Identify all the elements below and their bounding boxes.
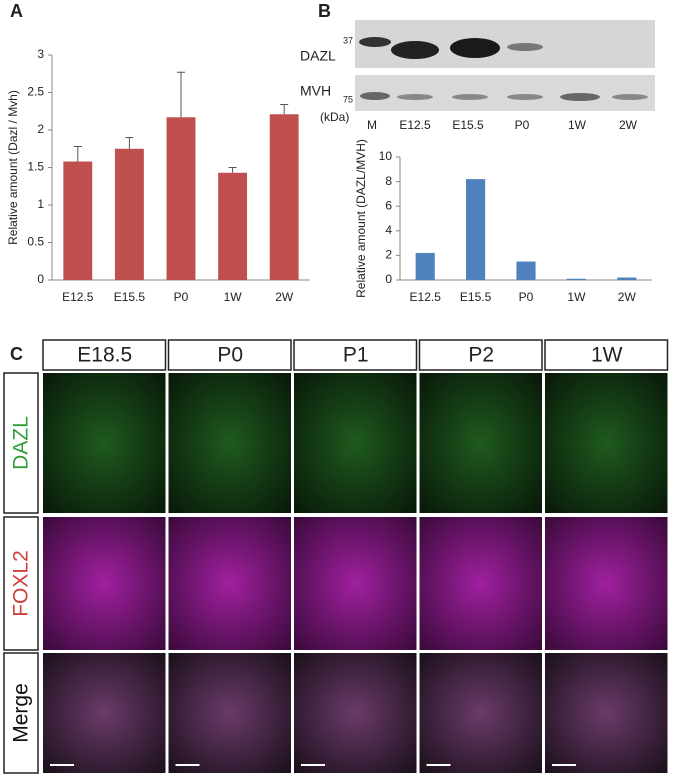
column-header-box (42, 339, 167, 371)
y-tick-label: 10 (379, 149, 393, 163)
y-tick-label: 2 (385, 248, 392, 262)
lane-label: E15.5 (452, 118, 484, 132)
marker-label: 75 (343, 94, 353, 104)
lane-label: 1W (568, 118, 587, 132)
column-header-box (544, 339, 669, 371)
band (360, 92, 390, 100)
micrograph (43, 517, 166, 650)
micrograph (545, 373, 668, 513)
lane-label: 2W (619, 118, 638, 132)
column-header: P1 (343, 344, 369, 367)
micrograph (294, 653, 417, 773)
blot-row-label: MVH (300, 83, 331, 99)
y-tick-label: 8 (385, 174, 392, 188)
bar (566, 278, 586, 280)
x-tick-label: 1W (224, 290, 243, 304)
error-bar (125, 137, 134, 149)
band (507, 43, 543, 51)
blot-mvh (355, 75, 655, 111)
micrograph (168, 373, 291, 513)
row-header: DAZL (10, 416, 33, 470)
micrograph (419, 653, 542, 773)
bar (466, 179, 486, 280)
x-tick-label: P0 (174, 290, 189, 304)
x-tick-label: 1W (567, 290, 586, 304)
bar (166, 117, 196, 280)
lane-label: P0 (515, 118, 530, 132)
micrograph (419, 517, 542, 650)
y-tick-label: 6 (385, 198, 392, 212)
y-tick-label: 1 (37, 197, 44, 211)
error-bar (177, 71, 185, 118)
y-tick-label: 2.5 (27, 85, 44, 99)
micrograph (545, 517, 668, 650)
y-tick-label: 0 (385, 272, 392, 286)
row-header: Merge (10, 683, 33, 743)
micrograph (168, 653, 291, 773)
bar (415, 252, 435, 280)
micrograph (168, 517, 291, 650)
x-tick-label: E15.5 (114, 290, 146, 304)
column-header: P0 (217, 344, 243, 367)
x-tick-label: E15.5 (460, 290, 492, 304)
y-axis-label: Relative amount (Dazl / Mvh) (6, 90, 20, 245)
column-header-box (167, 339, 292, 371)
x-tick-label: E12.5 (410, 290, 442, 304)
panel-label: B (318, 1, 331, 21)
panel-label: C (10, 344, 23, 364)
band (560, 93, 600, 101)
bar (269, 114, 299, 280)
y-tick-label: 0 (37, 272, 44, 286)
bar (114, 148, 144, 280)
band (397, 94, 433, 100)
band (452, 94, 488, 100)
column-header: P2 (468, 344, 494, 367)
x-tick-label: E12.5 (62, 290, 94, 304)
micrograph (294, 373, 417, 513)
bar (63, 161, 93, 280)
blot-row-label: DAZL (300, 48, 336, 64)
marker-label: 37 (343, 35, 353, 45)
error-bar (228, 167, 237, 173)
column-header-box (418, 339, 543, 371)
unit-label: (kDa) (320, 110, 349, 124)
micrograph (294, 517, 417, 650)
panel-label: A (10, 1, 23, 21)
band (507, 94, 543, 100)
micrograph (545, 653, 668, 773)
y-tick-label: 1.5 (27, 160, 44, 174)
row-header-box (3, 652, 39, 774)
x-tick-label: 2W (275, 290, 294, 304)
row-header: FOXL2 (10, 550, 33, 617)
x-tick-label: P0 (519, 290, 534, 304)
error-bar (73, 146, 82, 162)
bar (218, 172, 248, 280)
y-tick-label: 2 (37, 122, 44, 136)
x-tick-label: 2W (618, 290, 637, 304)
micrograph (43, 653, 166, 773)
column-header: 1W (591, 344, 623, 367)
band (359, 37, 391, 47)
y-tick-label: 4 (385, 223, 392, 237)
band (612, 94, 648, 100)
bar (617, 277, 637, 280)
row-header-box (3, 516, 39, 651)
y-axis-label: Relative amount (DAZL/MVH) (354, 139, 368, 298)
band (450, 38, 500, 58)
micrograph (419, 373, 542, 513)
lane-label: M (367, 118, 377, 132)
lane-label: E12.5 (399, 118, 431, 132)
y-tick-label: 3 (37, 47, 44, 61)
column-header: E18.5 (77, 344, 132, 367)
row-header-box (3, 372, 39, 514)
micrograph (43, 373, 166, 513)
band (391, 41, 439, 59)
bar (516, 261, 536, 280)
error-bar (280, 104, 289, 115)
y-tick-label: 0.5 (27, 235, 44, 249)
column-header-box (293, 339, 418, 371)
